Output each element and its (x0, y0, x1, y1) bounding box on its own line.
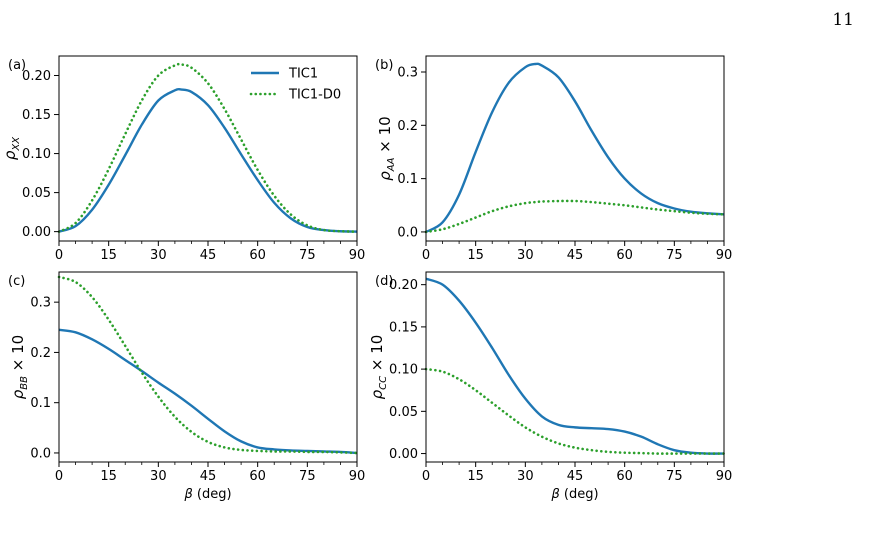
y-tick-label: 0.05 (22, 186, 51, 201)
x-tick-label: 45 (567, 469, 584, 484)
x-tick-label: 15 (100, 248, 117, 263)
x-tick-label: 0 (55, 248, 63, 263)
y-tick-label: 0.00 (22, 225, 51, 240)
x-tick-label: 15 (467, 248, 484, 263)
y-tick-label: 0.05 (389, 405, 418, 420)
series-line-tic1-d0 (424, 367, 726, 455)
x-tick-label: 0 (55, 469, 63, 484)
y-axis-label: ρBB × 10 (9, 335, 30, 399)
legend-label: TIC1-D0 (288, 88, 341, 103)
x-axis-label: β (deg) (550, 487, 598, 502)
y-tick-label: 0.00 (389, 447, 418, 462)
y-tick-label: 0.3 (30, 296, 51, 311)
x-tick-label: 60 (249, 248, 266, 263)
plot-frame (425, 55, 725, 242)
x-tick-label: 45 (567, 248, 584, 263)
page-number: 11 (832, 10, 854, 30)
y-tick-label: 0.20 (22, 69, 51, 84)
x-tick-label: 30 (150, 469, 167, 484)
x-tick-label: 60 (249, 469, 266, 484)
x-tick-label: 60 (616, 469, 633, 484)
panel-label: (a) (8, 58, 26, 73)
series-line-tic1 (58, 87, 358, 233)
y-axis-label: ρCC × 10 (368, 335, 389, 400)
y-tick-label: 0.15 (389, 320, 418, 335)
x-tick-label: 90 (716, 469, 733, 484)
y-tick-label: 0.2 (30, 346, 51, 361)
y-tick-label: 0.15 (22, 108, 51, 123)
x-tick-label: 30 (517, 469, 534, 484)
x-tick-label: 90 (716, 248, 733, 263)
y-tick-label: 0.0 (30, 446, 51, 461)
x-tick-label: 0 (422, 469, 430, 484)
y-tick-label: 0.20 (389, 278, 418, 293)
x-tick-label: 15 (100, 469, 117, 484)
y-axis-label: ρXX (1, 136, 22, 160)
panel-label: (b) (375, 58, 393, 73)
x-tick-label: 60 (616, 248, 633, 263)
x-tick-label: 75 (666, 469, 683, 484)
panel-label: (c) (8, 274, 25, 289)
y-tick-label: 0.10 (22, 147, 51, 162)
x-tick-label: 75 (299, 248, 316, 263)
x-tick-label: 75 (299, 469, 316, 484)
chart-panel: (c) 0 15 30 45 60 75 90 0.0 0.1 0.2 0.3 ρBB × 10 β (d… (8, 271, 366, 502)
x-tick-label: 45 (200, 469, 217, 484)
x-tick-label: 30 (517, 248, 534, 263)
y-tick-label: 0.3 (397, 65, 418, 80)
series-line-tic1-d0 (57, 275, 359, 455)
series-line-tic1-d0 (57, 62, 359, 233)
x-tick-label: 30 (150, 248, 167, 263)
chart-panel: (d) 0 15 30 45 60 75 90 0.00 0.05 0.10 0.15 0.20 ρCC … (368, 271, 733, 502)
x-tick-label: 0 (422, 248, 430, 263)
x-tick-label: 90 (349, 469, 366, 484)
chart-panel: (a) 0 15 30 45 60 75 90 0.00 0.05 0.10 0.15 0.20 ρXX T… (1, 55, 366, 263)
y-tick-label: 0.1 (30, 396, 51, 411)
chart-panel: (b) 0 15 30 45 60 75 90 0.0 0.1 0.2 0.3 ρAA × 10 (375, 55, 733, 263)
y-axis-label: ρAA × 10 (376, 116, 397, 180)
x-axis-label: β (deg) (183, 487, 231, 502)
series-line-tic1 (58, 328, 358, 455)
y-tick-label: 0.0 (397, 225, 418, 240)
legend-label: TIC1 (288, 67, 318, 82)
caption-fragment (0, 534, 882, 542)
x-tick-label: 75 (666, 248, 683, 263)
plot-frame (425, 271, 725, 463)
series-line-tic1-d0 (424, 199, 726, 234)
x-tick-label: 90 (349, 248, 366, 263)
legend: TIC1 TIC1-D0 (249, 67, 341, 103)
series-line-tic1 (425, 62, 725, 234)
x-tick-label: 15 (467, 469, 484, 484)
panel-label: (d) (375, 274, 393, 289)
series-line-tic1 (425, 277, 725, 455)
y-tick-label: 0.2 (397, 119, 418, 134)
y-tick-label: 0.10 (389, 363, 418, 378)
y-tick-label: 0.1 (397, 172, 418, 187)
plot-frame (58, 271, 358, 463)
x-tick-label: 45 (200, 248, 217, 263)
